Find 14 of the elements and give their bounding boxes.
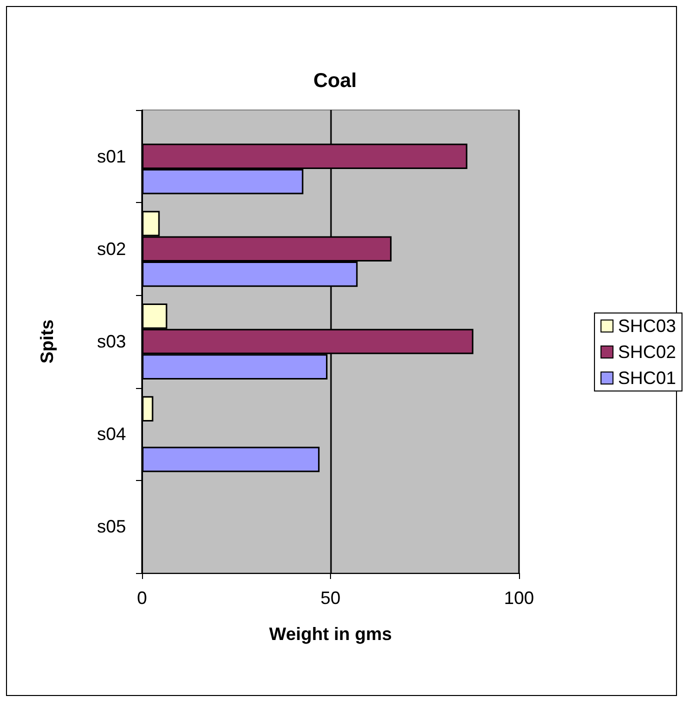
x-tick-label: 0 (136, 588, 148, 608)
x-axis-title: Weight in gms (269, 624, 392, 644)
legend-label: SHC01 (618, 368, 676, 388)
legend-label: SHC03 (618, 316, 676, 336)
x-tick-label: 100 (504, 588, 534, 608)
x-tick-label: 50 (320, 588, 341, 608)
y-tick-label: s04 (96, 424, 126, 444)
y-tick-label: s01 (96, 146, 126, 166)
legend-label: SHC02 (618, 342, 676, 362)
chart-title: Coal (313, 70, 357, 92)
y-tick-label: s02 (96, 238, 126, 259)
y-tick-label: s05 (96, 516, 126, 537)
y-tick-label: s03 (96, 332, 126, 352)
y-axis-title: Spits (37, 319, 57, 364)
